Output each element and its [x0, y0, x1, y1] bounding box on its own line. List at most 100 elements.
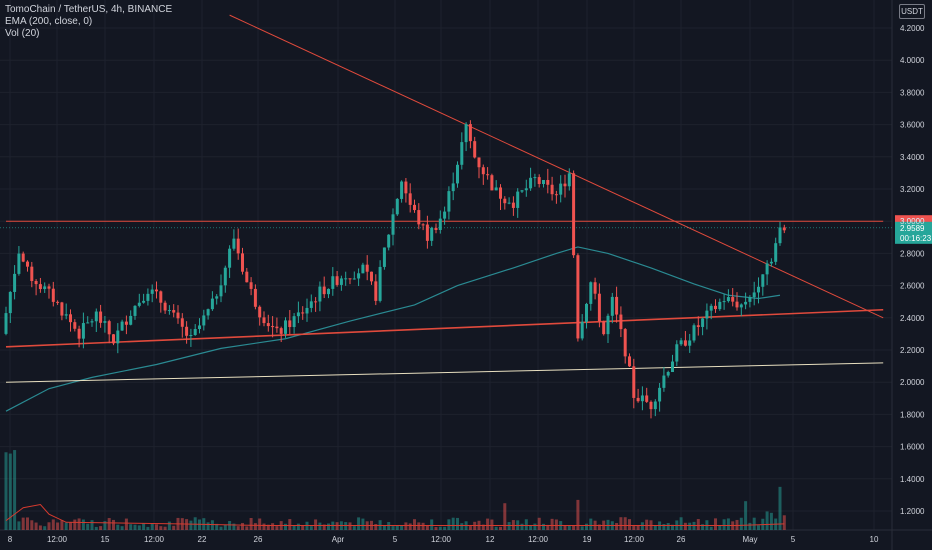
volume-bar — [438, 526, 442, 530]
candle-body — [228, 248, 232, 268]
symbol-title[interactable]: TomoChain / TetherUS, 4h, BINANCE — [5, 4, 173, 15]
trendline-descending-resistance[interactable] — [229, 14, 884, 319]
candle-body — [434, 227, 438, 231]
volume-bar — [628, 519, 631, 530]
ema-indicator-label[interactable]: EMA (200, close, 0) — [5, 16, 93, 27]
candle-body — [757, 286, 760, 293]
candle-body — [640, 395, 644, 402]
time-axis[interactable]: 8 12:00 15 12:00 22 26 Apr 5 12:00 12 12:00 19 12:00… — [8, 535, 879, 544]
candle-body — [438, 218, 442, 231]
candle-body — [602, 321, 606, 335]
volume-bar — [529, 525, 533, 530]
volume-bar — [47, 522, 51, 530]
volume-bar — [400, 525, 404, 530]
volume-bar — [262, 523, 266, 530]
trendline-lower-support[interactable] — [5, 362, 884, 383]
candle-body — [296, 312, 300, 317]
ema-200-line[interactable] — [5, 246, 781, 412]
volume-bar — [215, 523, 219, 530]
candle-body — [266, 323, 270, 327]
volume-bar — [13, 450, 17, 530]
candle-body — [245, 271, 249, 283]
candle-body — [309, 301, 313, 308]
candle-body — [146, 293, 150, 301]
candle-body — [339, 278, 343, 285]
candle-body — [133, 305, 137, 316]
time-tick-label: 19 — [583, 535, 592, 544]
volume-bar — [701, 524, 705, 530]
volume-bar — [73, 519, 77, 530]
volume-bar — [520, 523, 524, 530]
candle-body — [357, 273, 361, 279]
candle-body — [305, 307, 309, 314]
volume-bar — [210, 520, 214, 530]
candle-body — [327, 288, 330, 295]
price-tick-label: 3.4000 — [900, 153, 925, 162]
volume-bar — [34, 522, 38, 530]
volume-bar — [640, 522, 644, 530]
volume-bar — [671, 524, 674, 530]
volume-bar — [425, 524, 429, 530]
candle-body — [636, 397, 640, 402]
price-tick-label: 1.8000 — [900, 410, 925, 419]
time-tick-label: 12:00 — [624, 535, 645, 544]
volume-bar — [275, 526, 279, 530]
time-tick-label: 26 — [254, 535, 263, 544]
volume-bar — [623, 517, 627, 530]
candle-body — [516, 191, 520, 208]
volume-bar — [683, 522, 687, 530]
candle-body — [322, 286, 326, 295]
price-axis[interactable]: 4.2000 4.0000 3.8000 3.6000 3.4000 3.2000 3.00… — [900, 24, 925, 516]
candle-body — [761, 274, 765, 287]
candle-body — [344, 278, 348, 280]
candle-body — [301, 312, 305, 314]
candle-body — [51, 288, 55, 302]
volume-bar — [219, 526, 223, 530]
candle-body — [176, 312, 180, 319]
time-tick-label: 26 — [677, 535, 686, 544]
volume-bar — [116, 524, 120, 530]
candle-body — [219, 285, 223, 297]
volume-indicator-label[interactable]: Vol (20) — [5, 28, 40, 39]
candle-body — [408, 193, 412, 205]
candle-body — [580, 321, 584, 339]
candle-body — [38, 284, 42, 290]
volume-bar — [752, 517, 756, 530]
candle-body — [210, 298, 214, 310]
candle-body — [567, 173, 571, 187]
candle-body — [413, 204, 416, 211]
candle-body — [159, 291, 163, 303]
volume-bar — [189, 520, 193, 530]
volume-bar — [533, 523, 537, 530]
volume-bar — [193, 517, 197, 530]
volume-bar — [241, 522, 244, 530]
volume-bar — [451, 517, 455, 530]
candle-body — [206, 309, 210, 316]
candle-body — [374, 281, 378, 301]
candle-body — [64, 314, 68, 316]
candle-body — [511, 202, 515, 208]
volume-bar — [468, 526, 472, 530]
price-tick-label: 2.6000 — [900, 282, 925, 291]
candle-body — [722, 301, 726, 303]
candle-body — [202, 315, 206, 326]
candle-body — [223, 267, 227, 286]
volume-bar — [236, 526, 240, 530]
volume-bar — [309, 526, 313, 530]
candle-body — [365, 264, 369, 272]
trendline-rising-support[interactable] — [5, 308, 884, 348]
volume-bar — [245, 526, 249, 530]
candle-body — [331, 276, 335, 289]
volume-bar — [301, 525, 305, 530]
volume-bar — [4, 452, 8, 530]
volume-bar — [619, 517, 623, 530]
currency-unit-badge[interactable]: USDT — [899, 4, 925, 19]
candle-body — [99, 311, 103, 323]
candle-body — [701, 318, 705, 327]
candle-body — [94, 311, 98, 322]
volume-bar — [142, 522, 146, 530]
candle-body — [576, 255, 580, 339]
candle-body — [150, 289, 154, 294]
